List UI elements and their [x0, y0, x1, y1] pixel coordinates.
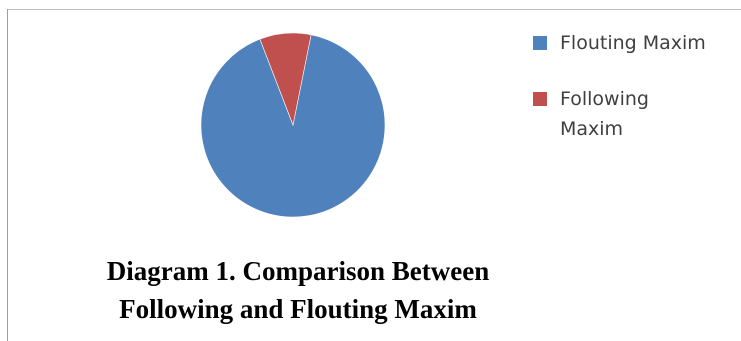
- legend-swatch-flouting: [533, 36, 547, 50]
- legend-item-following: Following Maxim: [530, 84, 741, 144]
- legend-label-flouting: Flouting Maxim: [560, 32, 706, 54]
- pie-chart-svg: [200, 32, 386, 218]
- chart-frame-top-border: [7, 9, 741, 10]
- diagram-caption: Diagram 1. Comparison Between Following …: [8, 252, 588, 328]
- legend-swatch-following: [533, 92, 547, 106]
- chart-legend: Flouting Maxim Following Maxim: [530, 28, 741, 144]
- legend-label-following: Following Maxim: [560, 88, 649, 140]
- pie-chart: Flouting Maxim Following Maxim: [8, 10, 741, 250]
- chart-frame-left-border: [7, 9, 8, 341]
- pie-slice-following-maxim: [259, 32, 312, 127]
- caption-line-2: Following and Flouting Maxim: [119, 294, 477, 324]
- legend-item-flouting: Flouting Maxim: [530, 28, 741, 58]
- caption-line-1: Diagram 1. Comparison Between: [106, 256, 490, 286]
- pie-slice-flouting-maxim: [200, 34, 386, 218]
